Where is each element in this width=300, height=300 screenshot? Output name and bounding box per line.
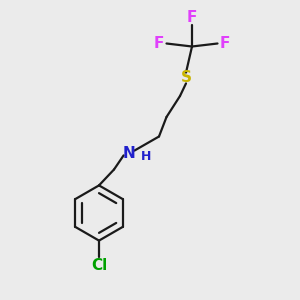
Text: S: S [181,70,191,86]
Text: F: F [154,36,164,51]
Text: Cl: Cl [91,258,107,273]
Text: F: F [220,36,230,51]
Text: N: N [123,146,135,160]
Text: H: H [141,150,152,164]
Text: F: F [187,10,197,25]
